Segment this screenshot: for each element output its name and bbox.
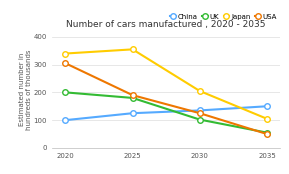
USA: [131, 94, 134, 96]
Line: UK: UK: [63, 90, 270, 135]
Line: Japan: Japan: [63, 47, 270, 121]
USA: [198, 112, 201, 114]
Japan: [198, 90, 201, 92]
UK: [131, 97, 134, 99]
China: [265, 105, 269, 107]
Title: Number of cars manufactured , 2020 - 2035: Number of cars manufactured , 2020 - 203…: [66, 20, 266, 29]
UK: [265, 132, 269, 134]
Legend: China, UK, Japan, USA: China, UK, Japan, USA: [171, 14, 277, 20]
China: [131, 112, 134, 114]
Line: China: China: [63, 104, 270, 123]
UK: [198, 118, 201, 121]
UK: [64, 91, 67, 93]
Y-axis label: Estimated number in
hundreds of thousands: Estimated number in hundreds of thousand…: [19, 49, 32, 130]
Line: USA: USA: [63, 60, 270, 137]
Japan: [265, 118, 269, 120]
China: [64, 119, 67, 121]
USA: [265, 133, 269, 135]
China: [198, 109, 201, 112]
Japan: [131, 48, 134, 50]
USA: [64, 62, 67, 64]
Japan: [64, 53, 67, 55]
